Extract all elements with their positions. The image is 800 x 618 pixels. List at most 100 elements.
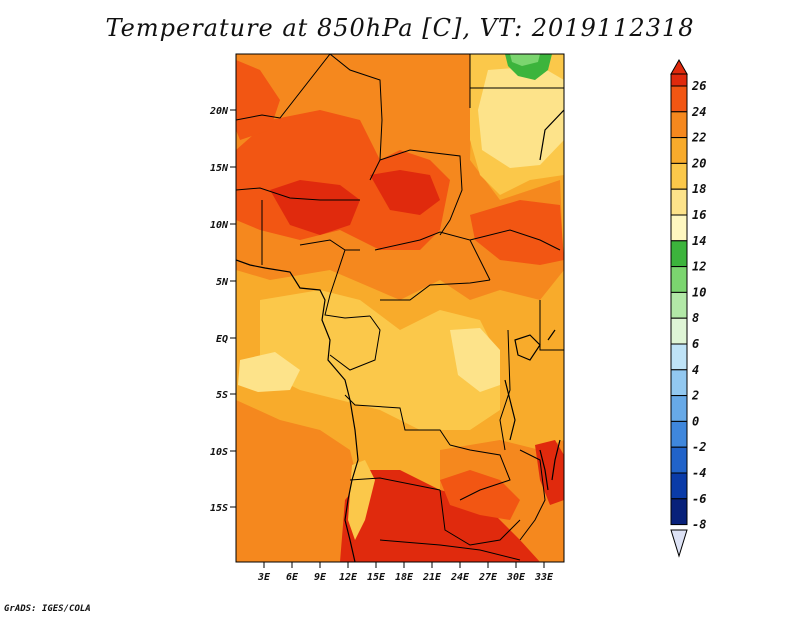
- border-mozambique: [519, 449, 546, 541]
- colorbar-label: -8: [692, 518, 706, 532]
- border-uganda-kenya: [539, 300, 564, 351]
- colorbar-box: [670, 446, 688, 474]
- colorbar-box: [670, 420, 688, 448]
- colorbar-box: [670, 369, 688, 397]
- colorbar-box: [670, 343, 688, 371]
- zone-warm-northwest: [236, 60, 280, 140]
- map-frame: [235, 53, 565, 563]
- colorbar-label: 26: [691, 79, 706, 93]
- lon-label-30E: 30E: [506, 572, 526, 583]
- lat-label-5N: 5N: [216, 277, 229, 288]
- border-car: [374, 231, 491, 281]
- border-cameroon: [324, 249, 371, 319]
- zone-yellow-congo: [260, 290, 500, 430]
- colorbar-bottom-triangle: [670, 529, 688, 558]
- colorbar-box-top: [670, 73, 688, 87]
- border-libya-niger: [329, 54, 383, 181]
- colorbar-label: 16: [692, 208, 706, 222]
- colorbar-label: 2: [691, 389, 699, 403]
- colorbar-label: 12: [692, 260, 706, 274]
- colorbar-label: 18: [692, 182, 706, 196]
- colorbar-label: -4: [692, 466, 706, 480]
- colorbar-label: -2: [692, 440, 706, 454]
- lon-label-9E: 9E: [314, 572, 327, 583]
- lon-label-6E: 6E: [286, 572, 299, 583]
- lon-label-3E: 3E: [257, 572, 271, 583]
- colorbar-label: 20: [691, 156, 706, 170]
- colorbar-box: [670, 240, 688, 268]
- lat-label-10N: 10N: [210, 220, 229, 231]
- lat-label-20N: 20N: [209, 106, 229, 117]
- zone-orange-atlantic: [236, 400, 360, 562]
- colorbar-box: [670, 266, 688, 293]
- border-drc-east: [499, 329, 511, 451]
- border-angola-drc: [344, 394, 451, 446]
- lon-label-24E: 24E: [450, 572, 470, 583]
- lat-label-10S: 10S: [210, 447, 228, 458]
- longitude-axis: 3E 6E 9E 12E 15E 18E 21E 24E 27E 30E 33E: [257, 562, 554, 583]
- colorbar-box: [670, 395, 688, 422]
- colorbar-box: [670, 137, 688, 164]
- colorbar-label: 14: [692, 234, 706, 248]
- zone-lightgreen-spot: [510, 54, 540, 66]
- colorbar-label: 6: [692, 337, 699, 351]
- lon-label-18E: 18E: [395, 572, 414, 583]
- zone-pale-gabon: [238, 352, 300, 392]
- colorbar-top-triangle: [670, 58, 688, 75]
- colorbar-label: 4: [692, 363, 699, 377]
- lon-label-33E: 33E: [534, 572, 554, 583]
- zone-hot-sahel: [270, 180, 360, 235]
- lon-label-12E: 12E: [339, 572, 358, 583]
- lake-malawi: [539, 449, 549, 491]
- country-borders: [236, 54, 564, 561]
- zone-hot-chad: [370, 170, 440, 215]
- grads-credit: GrADS: IGES/COLA: [4, 604, 91, 614]
- colorbar-box: [670, 188, 688, 216]
- lon-label-15E: 15E: [367, 572, 386, 583]
- colorbar-label: 24: [691, 105, 706, 119]
- latitude-axis: 20N 15N 10N 5N EQ 5S 10S 15S: [209, 106, 236, 514]
- colorbar-label: 0: [692, 414, 699, 428]
- colorbar-box: [670, 317, 688, 345]
- colorbar-boxes: [670, 73, 688, 526]
- temperature-field: [236, 54, 564, 562]
- colorbar-label: 8: [692, 311, 699, 325]
- border-south-sudan: [469, 229, 561, 251]
- zone-hot-east-coast: [535, 440, 564, 505]
- border-chad: [379, 149, 463, 236]
- zone-warm-zambia: [440, 470, 520, 520]
- lat-label-EQ: EQ: [216, 334, 228, 345]
- plot-title: Temperature at 850hPa [C], VT: 201911231…: [105, 14, 695, 42]
- colorbar-box: [670, 85, 688, 113]
- border-botswana: [439, 489, 521, 546]
- zone-pale-northeast: [478, 66, 564, 168]
- colorbar-label: 10: [692, 285, 706, 299]
- border-drc-north: [380, 279, 491, 301]
- colorbar-box: [670, 162, 688, 190]
- coast-east-africa: [539, 109, 564, 481]
- colorbar-box: [670, 472, 688, 500]
- coast-gulf-of-guinea: [236, 259, 359, 562]
- border-southern: [379, 539, 521, 561]
- lat-label-15N: 15N: [210, 163, 229, 174]
- lon-label-27E: 27E: [478, 572, 498, 583]
- colorbar-label: 22: [691, 131, 706, 145]
- zone-pale-lakes: [450, 328, 500, 392]
- border-congo: [329, 315, 381, 371]
- lat-label-5S: 5S: [216, 390, 228, 401]
- colorbar-box: [670, 214, 688, 242]
- lake-victoria: [514, 334, 541, 361]
- colorbar-box: [670, 111, 688, 139]
- lon-label-21E: 21E: [422, 572, 442, 583]
- border-nigeria: [261, 200, 360, 265]
- border-mali-niger: [236, 54, 331, 121]
- border-angola-namibia: [349, 477, 441, 491]
- colorbar-box: [670, 291, 688, 319]
- lake-tanganyika: [504, 379, 516, 441]
- border-zambia: [449, 444, 511, 501]
- coastline: [236, 109, 564, 562]
- colorbar-label: -6: [692, 492, 706, 506]
